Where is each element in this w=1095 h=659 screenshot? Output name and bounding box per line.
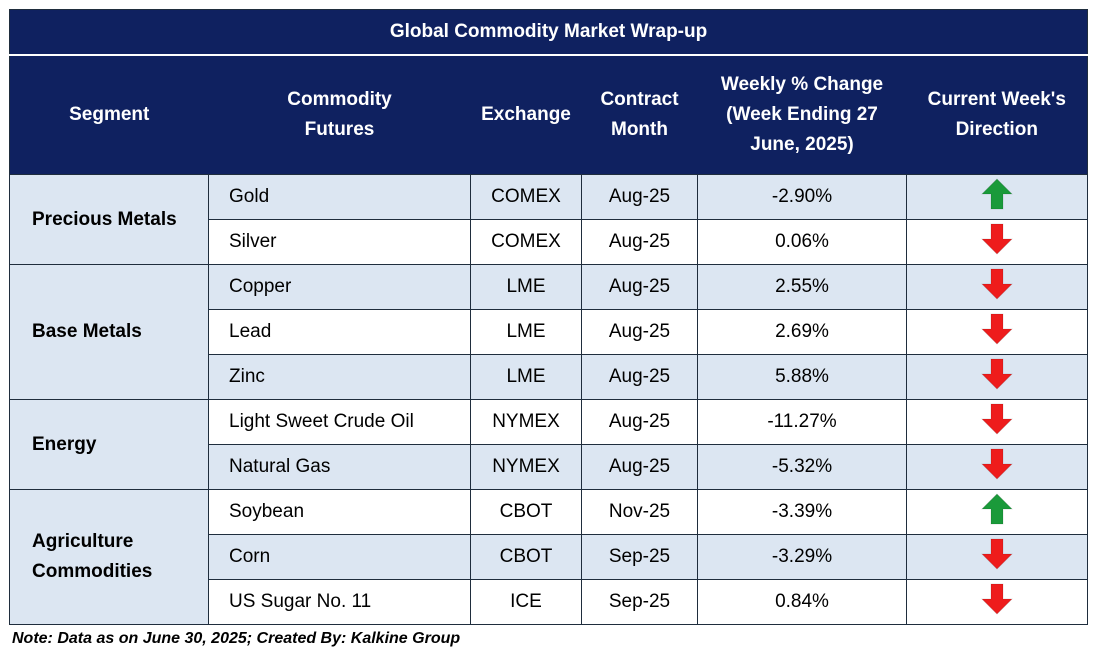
arrow-down-icon [980,537,1014,577]
commodity-name: Copper [208,264,471,310]
commodity-name: Soybean [208,489,471,535]
exchange-cell: NYMEX [470,399,582,445]
arrow-up-icon [980,177,1014,217]
exchange-cell: COMEX [470,219,582,265]
arrow-down-icon [980,312,1014,352]
exchange-cell: ICE [470,579,582,625]
header-contract-month: Contract Month [581,54,698,175]
commodity-name: Gold [208,174,471,220]
arrow-down-icon [980,447,1014,487]
header-weekly-change: Weekly % Change (Week Ending 27 June, 2025… [697,54,907,175]
weekly-change-cell: 0.84% [697,579,907,625]
arrow-up-icon [980,492,1014,532]
contract-month-cell: Sep-25 [581,534,698,580]
direction-cell [905,219,1089,265]
header-segment: Segment [9,54,209,175]
segment-base-metals: Base Metals [9,264,209,400]
header-exchange: Exchange [470,54,582,175]
arrow-down-icon [980,267,1014,307]
commodity-table-wrapper: Global Commodity Market Wrap-up Segment … [8,9,1089,625]
weekly-change-cell: -3.39% [697,489,907,535]
weekly-change-cell: 0.06% [697,219,907,265]
commodity-name: Natural Gas [208,444,471,490]
commodity-name: Silver [208,219,471,265]
direction-cell [905,579,1089,625]
contract-month-cell: Aug-25 [581,264,698,310]
header-commodity: Commodity Futures [208,54,471,175]
direction-cell [905,354,1089,400]
weekly-change-cell: -11.27% [697,399,907,445]
direction-cell [905,264,1089,310]
contract-month-cell: Aug-25 [581,444,698,490]
contract-month-cell: Aug-25 [581,399,698,445]
exchange-cell: LME [470,354,582,400]
contract-month-cell: Aug-25 [581,219,698,265]
segment-precious-metals: Precious Metals [9,174,209,265]
commodity-name: Light Sweet Crude Oil [208,399,471,445]
weekly-change-cell: -2.90% [697,174,907,220]
header-direction: Current Week's Direction [906,54,1089,175]
weekly-change-cell: 5.88% [697,354,907,400]
direction-cell [905,444,1089,490]
segment-agriculture-commodities: Agriculture Commodities [9,489,209,625]
exchange-cell: NYMEX [470,444,582,490]
direction-cell [905,174,1089,220]
segment-energy: Energy [9,399,209,490]
exchange-cell: LME [470,309,582,355]
commodity-name: Zinc [208,354,471,400]
weekly-change-cell: 2.55% [697,264,907,310]
contract-month-cell: Nov-25 [581,489,698,535]
arrow-down-icon [980,357,1014,397]
arrow-down-icon [980,402,1014,442]
exchange-cell: LME [470,264,582,310]
direction-cell [905,489,1089,535]
commodity-name: Lead [208,309,471,355]
exchange-cell: CBOT [470,534,582,580]
direction-cell [905,399,1089,445]
contract-month-cell: Aug-25 [581,309,698,355]
direction-cell [905,534,1089,580]
weekly-change-cell: -3.29% [697,534,907,580]
contract-month-cell: Sep-25 [581,579,698,625]
table-title: Global Commodity Market Wrap-up [8,9,1089,56]
footnote: Note: Data as on June 30, 2025; Created … [12,630,461,647]
exchange-cell: CBOT [470,489,582,535]
contract-month-cell: Aug-25 [581,354,698,400]
arrow-down-icon [980,582,1014,622]
commodity-name: US Sugar No. 11 [208,579,471,625]
weekly-change-cell: 2.69% [697,309,907,355]
exchange-cell: COMEX [470,174,582,220]
contract-month-cell: Aug-25 [581,174,698,220]
commodity-name: Corn [208,534,471,580]
weekly-change-cell: -5.32% [697,444,907,490]
commodity-table: Global Commodity Market Wrap-up Segment … [8,9,1089,625]
arrow-down-icon [980,222,1014,262]
direction-cell [905,309,1089,355]
